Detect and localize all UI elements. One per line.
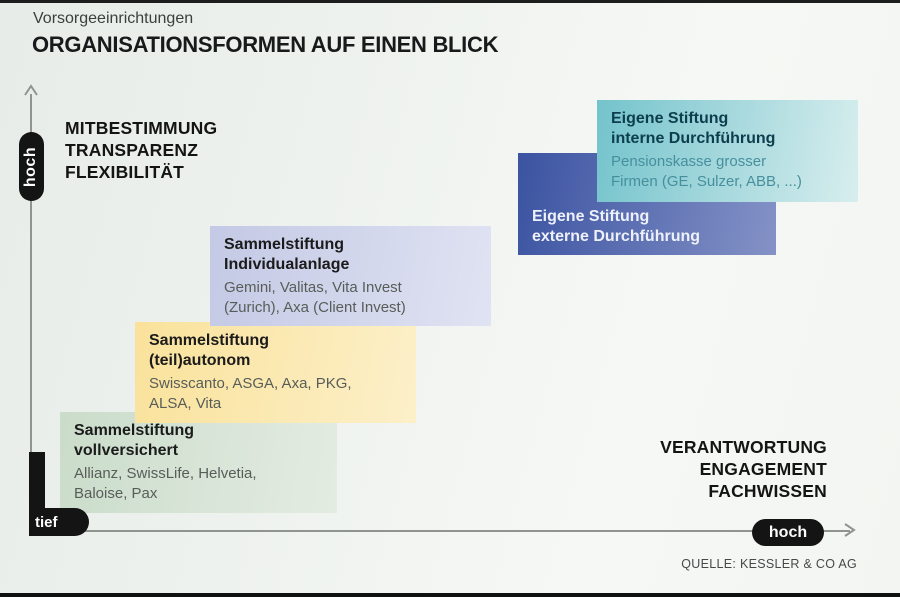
y-axis-high-pill: hoch [19, 132, 44, 201]
box-title-line: Eigene Stiftung [611, 110, 729, 127]
box-title-line: Sammelstiftung [224, 236, 345, 253]
top-border [0, 0, 900, 3]
box-sammelstiftung-vollversichert: Sammelstiftung vollversichert Allianz, S… [60, 412, 337, 513]
x-axis-high-pill: hoch [752, 519, 824, 546]
bottom-border [0, 593, 900, 597]
label-line: ENGAGEMENT [699, 459, 827, 479]
axis-origin-label: tief [35, 513, 58, 531]
box-examples: Pensionskasse grosser Firmen (GE, Sulzer… [611, 152, 844, 192]
box-example-line: Gemini, Valitas, Vita Invest [224, 279, 402, 296]
box-example-line: ALSA, Vita [149, 395, 222, 412]
box-examples: Allianz, SwissLife, Helvetia, Baloise, P… [74, 464, 323, 504]
box-title-line: Sammelstiftung [74, 422, 195, 439]
box-examples: Swisscanto, ASGA, Axa, PKG, ALSA, Vita [149, 374, 402, 414]
y-axis-meaning-label: MITBESTIMMUNG TRANSPARENZ FLEXIBILITÄT [65, 117, 217, 183]
x-axis-arrow-icon [844, 523, 856, 537]
label-line: TRANSPARENZ [65, 140, 199, 160]
label-line: FLEXIBILITÄT [65, 162, 185, 182]
box-title-line: (teil)autonom [149, 352, 251, 369]
box-example-line: Baloise, Pax [74, 485, 158, 502]
box-title-line: externe Durchführung [532, 228, 701, 245]
x-axis-high-label: hoch [768, 523, 808, 541]
source-credit: QUELLE: KESSLER & CO AG [681, 557, 857, 571]
x-axis-line [60, 530, 850, 532]
box-sammelstiftung-teilautonom: Sammelstiftung (teil)autonom Swisscanto,… [135, 322, 416, 423]
box-example-line: Allianz, SwissLife, Helvetia, [74, 465, 257, 482]
box-examples: Gemini, Valitas, Vita Invest (Zurich), A… [224, 278, 477, 318]
box-example-line: Firmen (GE, Sulzer, ABB, ...) [611, 173, 802, 190]
axis-origin-pill: tief [29, 508, 89, 536]
box-title-line: Individualanlage [224, 256, 350, 273]
label-line: FACHWISSEN [708, 481, 827, 501]
box-title-line: interne Durchführung [611, 130, 776, 147]
y-axis-line [30, 94, 32, 532]
label-line: MITBESTIMMUNG [65, 118, 218, 138]
box-title-line: vollversichert [74, 442, 179, 459]
y-axis-high-label: hoch [22, 146, 40, 187]
box-title-line: Sammelstiftung [149, 332, 270, 349]
box-eigene-stiftung-interne: Eigene Stiftung interne Durchführung Pen… [597, 100, 858, 202]
box-example-line: Swisscanto, ASGA, Axa, PKG, [149, 375, 352, 392]
box-example-line: Pensionskasse grosser [611, 153, 767, 170]
y-axis-arrow-icon [24, 84, 38, 96]
kicker: Vorsorgeeinrichtungen [33, 10, 194, 27]
page-title: ORGANISATIONSFORMEN AUF EINEN BLICK [32, 32, 499, 57]
label-line: VERANTWORTUNG [660, 437, 827, 457]
box-sammelstiftung-individualanlage: Sammelstiftung Individualanlage Gemini, … [210, 226, 491, 326]
box-example-line: (Zurich), Axa (Client Invest) [224, 299, 406, 316]
x-axis-meaning-label: VERANTWORTUNG ENGAGEMENT FACHWISSEN [660, 436, 827, 502]
box-title-line: Eigene Stiftung [532, 208, 650, 225]
